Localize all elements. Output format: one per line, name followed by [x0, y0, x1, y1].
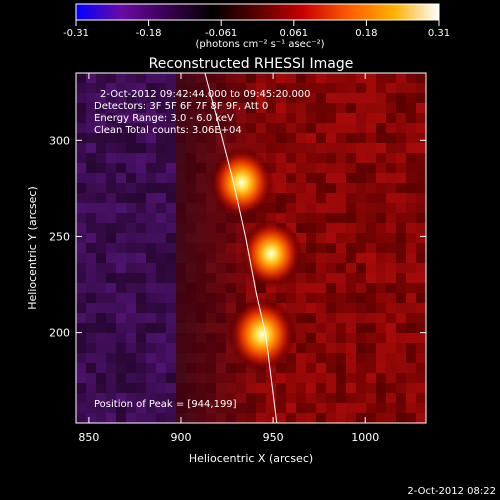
colorbar-units: (photons cm⁻² s⁻¹ asec⁻²)	[195, 39, 324, 50]
plot-frame	[75, 72, 427, 424]
annotation-time: 2-Oct-2012 09:42:44.000 to 09:45:20.000	[100, 89, 311, 100]
colorbar	[75, 3, 440, 21]
solar-limb-curve	[204, 73, 278, 423]
colorbar-tick-label: -0.31	[63, 28, 89, 39]
flare-source	[239, 219, 303, 289]
annotation-clean: Clean Total counts: 3.06E+04	[94, 125, 242, 136]
y-tick-label: 200	[49, 327, 70, 340]
colorbar-tick-label: 0.18	[355, 28, 377, 39]
colorbar-tick-label: -0.18	[136, 28, 162, 39]
flare-sources	[209, 147, 303, 372]
x-tick-label: 900	[171, 431, 192, 444]
flare-source	[228, 297, 297, 372]
x-axis-label: Heliocentric X (arcsec)	[189, 452, 313, 465]
y-tick-label: 250	[49, 230, 70, 243]
colorbar-tick-label: 0.061	[279, 28, 308, 39]
x-tick-label: 1000	[351, 431, 379, 444]
x-axis-ticks: 850 900 950 1000	[78, 73, 379, 444]
flare-source	[209, 147, 274, 219]
colorbar-tick-label: -0.061	[205, 28, 237, 39]
annotation-detectors: Detectors: 3F 5F 6F 7F 8F 9F, Att 0	[94, 101, 268, 112]
colorbar-ticks: -0.31 -0.18 -0.061 0.061 0.18 0.31	[63, 20, 450, 39]
chart-title: Reconstructed RHESSI Image	[149, 56, 354, 72]
y-tick-label: 300	[49, 134, 70, 147]
footer-timestamp: 2-Oct-2012 08:22	[407, 486, 496, 497]
x-tick-label: 950	[263, 431, 284, 444]
colorbar-tick-label: 0.31	[428, 28, 450, 39]
annotation-energy: Energy Range: 3.0 - 6.0 keV	[94, 113, 234, 124]
x-tick-label: 850	[78, 431, 99, 444]
annotation-peak: Position of Peak = [944,199]	[94, 399, 237, 410]
y-axis-label: Heliocentric Y (arcsec)	[26, 186, 39, 310]
y-axis-ticks: 200 250 300	[49, 134, 426, 340]
